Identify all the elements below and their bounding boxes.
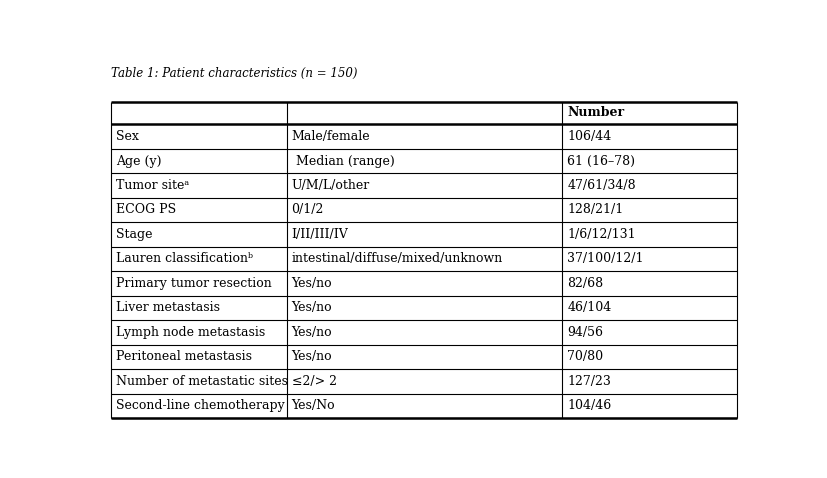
Text: intestinal/diffuse/mixed/unknown: intestinal/diffuse/mixed/unknown <box>291 252 502 265</box>
Text: 104/46: 104/46 <box>566 399 610 413</box>
Text: 37/100/12/1: 37/100/12/1 <box>566 252 643 265</box>
Text: 82/68: 82/68 <box>566 277 603 290</box>
Text: U/M/L/other: U/M/L/other <box>291 179 370 192</box>
Text: Age (y): Age (y) <box>116 154 161 167</box>
Text: ECOG PS: ECOG PS <box>116 204 176 217</box>
Text: Median (range): Median (range) <box>291 154 394 167</box>
Text: 61 (16–78): 61 (16–78) <box>566 154 634 167</box>
Text: Tumor siteᵃ: Tumor siteᵃ <box>116 179 189 192</box>
Text: Primary tumor resection: Primary tumor resection <box>116 277 271 290</box>
Text: 46/104: 46/104 <box>566 302 610 315</box>
Text: Lymph node metastasis: Lymph node metastasis <box>116 326 265 339</box>
Text: Number of metastatic sites: Number of metastatic sites <box>116 375 288 388</box>
Text: 1/6/12/131: 1/6/12/131 <box>566 228 635 241</box>
Text: Yes/no: Yes/no <box>291 326 332 339</box>
Text: Male/female: Male/female <box>291 130 370 143</box>
Text: Peritoneal metastasis: Peritoneal metastasis <box>116 350 252 363</box>
Text: 0/1/2: 0/1/2 <box>291 204 323 217</box>
Text: 47/61/34/8: 47/61/34/8 <box>566 179 635 192</box>
Text: Table 1: Patient characteristics (n = 150): Table 1: Patient characteristics (n = 15… <box>111 66 357 79</box>
Text: Second-line chemotherapy: Second-line chemotherapy <box>116 399 284 413</box>
Text: 106/44: 106/44 <box>566 130 610 143</box>
Text: Yes/no: Yes/no <box>291 350 332 363</box>
Text: Yes/No: Yes/No <box>291 399 335 413</box>
Text: Sex: Sex <box>116 130 139 143</box>
Text: Stage: Stage <box>116 228 152 241</box>
Text: 70/80: 70/80 <box>566 350 603 363</box>
Text: Yes/no: Yes/no <box>291 302 332 315</box>
Text: I/II/III/IV: I/II/III/IV <box>291 228 348 241</box>
Text: Lauren classificationᵇ: Lauren classificationᵇ <box>116 252 253 265</box>
Text: ≤2/> 2: ≤2/> 2 <box>291 375 336 388</box>
Text: Number: Number <box>566 107 624 120</box>
Text: Yes/no: Yes/no <box>291 277 332 290</box>
Text: 94/56: 94/56 <box>566 326 602 339</box>
Text: Liver metastasis: Liver metastasis <box>116 302 220 315</box>
Text: 128/21/1: 128/21/1 <box>566 204 623 217</box>
Text: 127/23: 127/23 <box>566 375 610 388</box>
